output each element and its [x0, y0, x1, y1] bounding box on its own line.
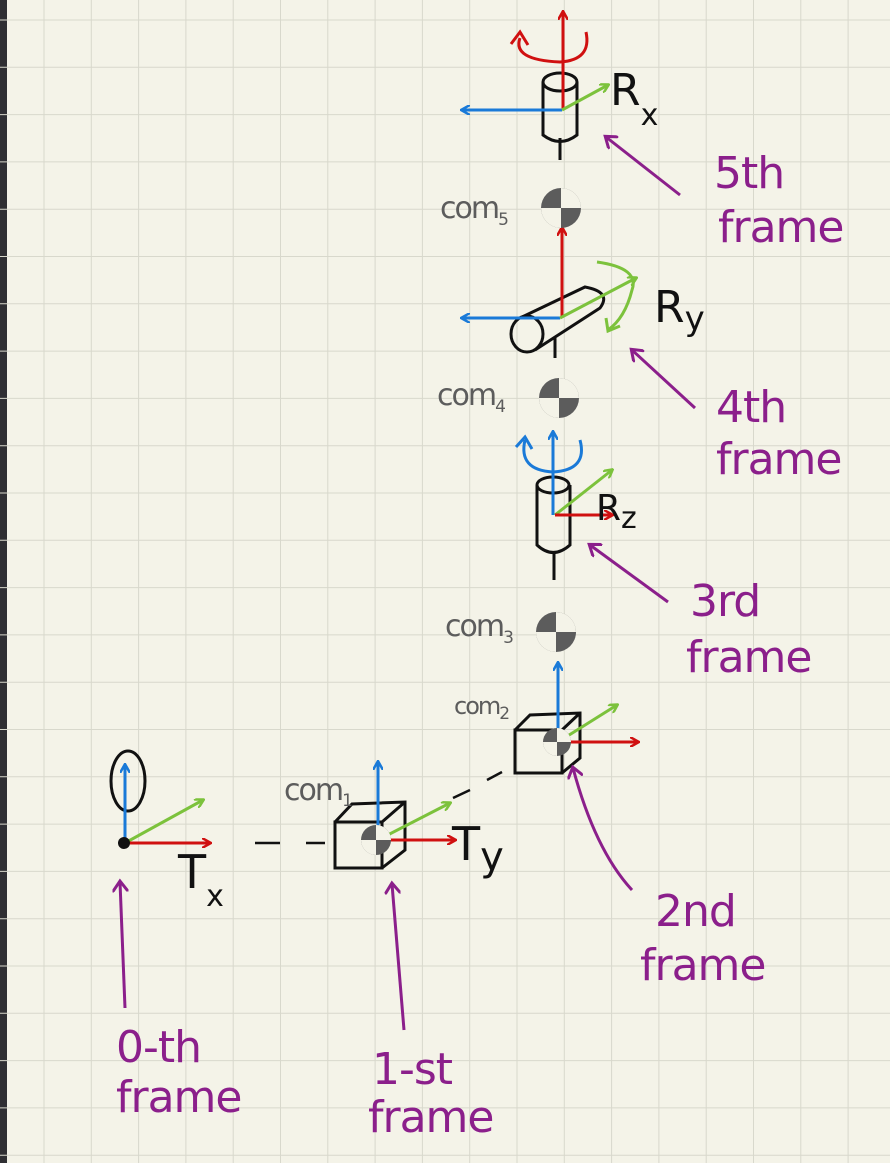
com-marker-2 [543, 728, 571, 756]
x-rotation-arrow-5 [517, 31, 589, 64]
com-label-5: com5 [440, 191, 508, 230]
z-rotation-loop-0 [109, 749, 147, 813]
frame-label-5-line2: frame [718, 202, 843, 253]
pointer-arrow-frame-2 [573, 768, 634, 892]
cube-1 [333, 800, 407, 870]
frame-label-2-line1: 2nd [655, 886, 736, 937]
com-label-2: com2 [454, 692, 509, 724]
label-rx: Rx [610, 65, 658, 133]
com-label-3: com3 [445, 609, 513, 648]
y-axis-arrow-0 [124, 800, 203, 845]
frame-label-2-line2: frame [640, 940, 765, 991]
y-rotation-arrow-4 [596, 260, 635, 332]
pointer-arrows [120, 137, 697, 1031]
y-axis-arrow-4 [559, 278, 636, 320]
com-marker-4 [539, 378, 579, 418]
pointer-arrow-frame-5 [606, 137, 681, 197]
frame-0-origin [109, 749, 210, 849]
label-tx: Tx [177, 845, 224, 914]
pointer-arrow-frame-4 [632, 350, 697, 410]
cylinder-5 [541, 82, 579, 143]
label-rz: Rz [596, 488, 637, 536]
frame-label-3-line2: frame [686, 632, 811, 683]
com-label-1: com1 [284, 773, 352, 811]
com-label-4: com4 [437, 378, 505, 417]
z-rotation-arrowhead-3 [514, 434, 534, 450]
pointer-arrow-frame-1 [392, 884, 406, 1031]
frame-label-1-line2: frame [368, 1092, 493, 1143]
pointer-arrow-frame-0 [120, 882, 125, 1009]
frame-1-cube [333, 762, 455, 870]
cylinder-3 [535, 485, 572, 554]
frame-label-1-line1: 1-st [372, 1044, 453, 1095]
frame-2-cube [513, 663, 638, 775]
link-dashed-line [255, 770, 503, 845]
frame-label-4-line2: frame [716, 434, 841, 485]
y-rotation-arrowhead-4 [604, 317, 621, 334]
z-rotation-arrow-3 [522, 439, 583, 474]
y-axis-arrow-5 [561, 85, 608, 112]
y-axis-arrow-3 [554, 470, 612, 517]
frame-label-0-line1: 0-th [116, 1022, 201, 1073]
frame-5-cylinder [462, 12, 608, 160]
com-marker-3 [536, 612, 576, 652]
frame-label-5-line1: 5th [714, 148, 784, 199]
cube-2 [513, 711, 582, 775]
frame-label-0-line2: frame [116, 1072, 241, 1123]
x-rotation-arrowhead-5 [509, 29, 530, 46]
label-ty: Ty [451, 817, 504, 880]
page-edge [0, 0, 7, 1163]
com-marker-5 [541, 188, 581, 228]
com-marker-1 [361, 825, 391, 855]
frame-4-cylinder [462, 228, 636, 358]
pointer-arrow-frame-3 [590, 545, 669, 604]
cylinder-5-top [541, 71, 579, 93]
frame-label-3-line1: 3rd [690, 576, 760, 627]
frame-label-4-line1: 4th [716, 382, 786, 433]
frame-3-cylinder [514, 432, 612, 580]
label-ry: Ry [654, 282, 705, 339]
y-axis-arrow-1 [377, 803, 450, 842]
origin-point [118, 837, 130, 849]
cylinder-4-end [509, 314, 545, 354]
